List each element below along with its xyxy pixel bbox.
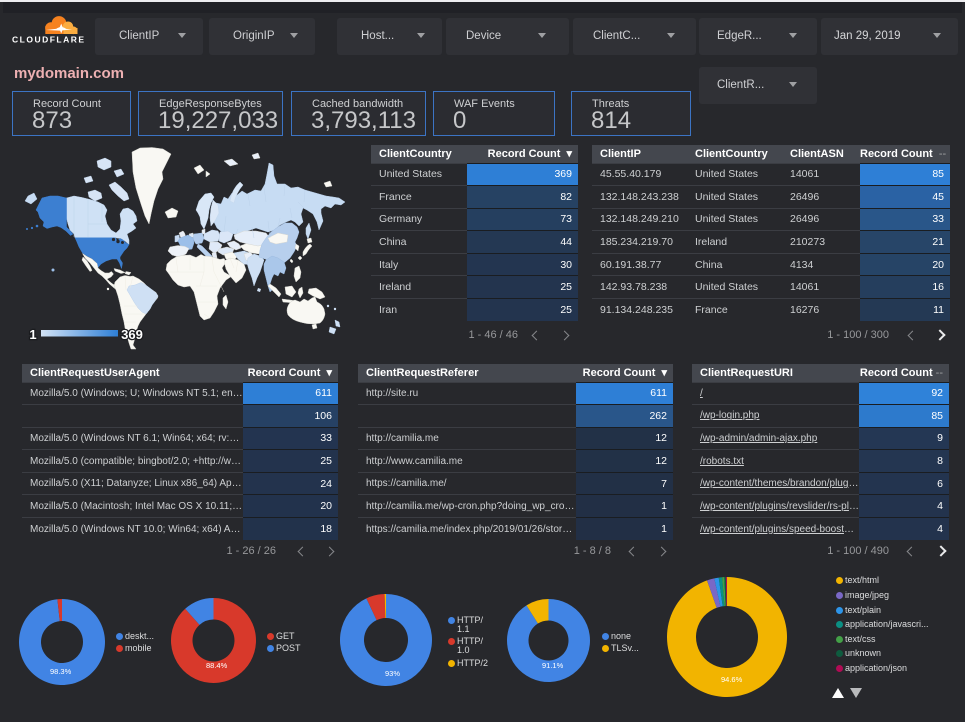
svg-text:369: 369 — [121, 327, 143, 342]
svg-text:CLOUDFLARE: CLOUDFLARE — [12, 35, 86, 45]
svg-text:1: 1 — [29, 327, 36, 342]
